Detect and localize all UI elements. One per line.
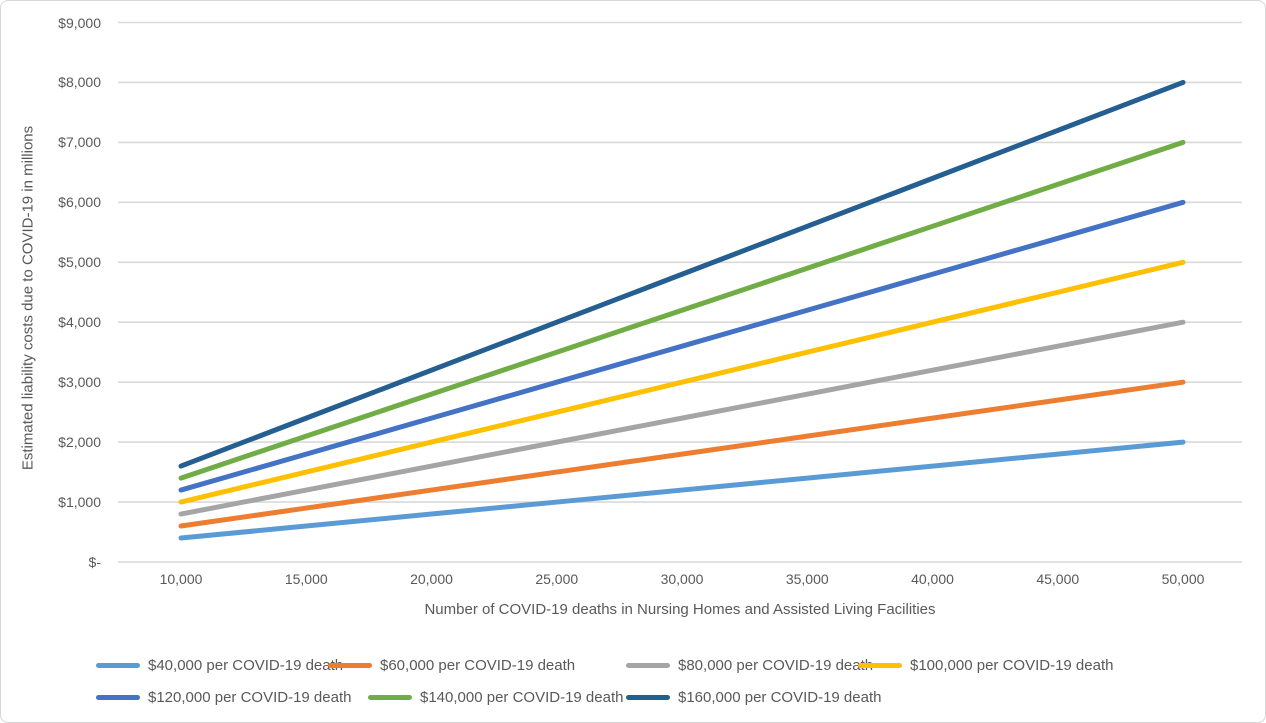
legend-item-2: $80,000 per COVID-19 death — [626, 655, 873, 675]
legend-label: $80,000 per COVID-19 death — [678, 656, 874, 674]
y-tick-label: $8,000 — [58, 74, 101, 91]
x-tick-label: 45,000 — [1036, 571, 1080, 587]
series-line-1 — [178, 379, 1186, 529]
x-tick-label: 35,000 — [785, 571, 829, 587]
series-line-0 — [178, 439, 1186, 541]
x-tick-label: 50,000 — [1161, 571, 1205, 587]
legend-swatch — [96, 662, 140, 668]
series-line-5 — [178, 139, 1186, 481]
x-tick-label: 10,000 — [159, 571, 203, 587]
legend-item-5: $140,000 per COVID-19 death — [368, 687, 623, 707]
legend-swatch — [858, 662, 902, 668]
legend-swatch — [368, 694, 412, 700]
legend-item-1: $60,000 per COVID-19 death — [328, 655, 575, 675]
legend-label: $140,000 per COVID-19 death — [420, 688, 624, 706]
y-tick-label: $2,000 — [58, 434, 101, 451]
x-axis-title: Number of COVID-19 deaths in Nursing Hom… — [424, 601, 936, 618]
legend-swatch — [96, 694, 140, 700]
y-tick-label: $1,000 — [58, 494, 101, 511]
legend-label: $100,000 per COVID-19 death — [910, 656, 1114, 674]
y-tick-label: $7,000 — [58, 134, 101, 151]
legend-label: $60,000 per COVID-19 death — [380, 656, 576, 674]
legend-item-6: $160,000 per COVID-19 death — [626, 687, 881, 707]
y-tick-label: $5,000 — [58, 254, 101, 271]
y-tick-label: $6,000 — [58, 194, 101, 211]
y-tick-label: $9,000 — [58, 14, 101, 31]
y-axis-title: Estimated liability costs due to COVID-1… — [19, 125, 37, 471]
legend-item-3: $100,000 per COVID-19 death — [858, 655, 1113, 675]
x-tick-label: 20,000 — [410, 571, 453, 587]
legend-swatch — [328, 662, 372, 668]
series-line-4 — [178, 199, 1186, 493]
y-tick-label: $4,000 — [58, 314, 101, 331]
x-tick-label: 25,000 — [535, 571, 579, 587]
y-tick-label: $3,000 — [58, 374, 101, 391]
legend-item-0: $40,000 per COVID-19 death — [96, 655, 343, 675]
legend-label: $120,000 per COVID-19 death — [148, 688, 352, 706]
legend-item-4: $120,000 per COVID-19 death — [96, 687, 351, 707]
series-line-6 — [178, 79, 1186, 469]
legend-swatch — [626, 662, 670, 668]
x-tick-label: 40,000 — [911, 571, 954, 587]
legend-label: $160,000 per COVID-19 death — [678, 688, 882, 706]
legend-label: $40,000 per COVID-19 death — [148, 656, 344, 674]
series-line-3 — [178, 259, 1186, 505]
y-tick-label: $- — [88, 554, 101, 570]
x-tick-label: 15,000 — [284, 571, 328, 587]
series-line-2 — [178, 319, 1186, 517]
legend-swatch — [626, 694, 670, 700]
x-tick-label: 30,000 — [660, 571, 704, 587]
